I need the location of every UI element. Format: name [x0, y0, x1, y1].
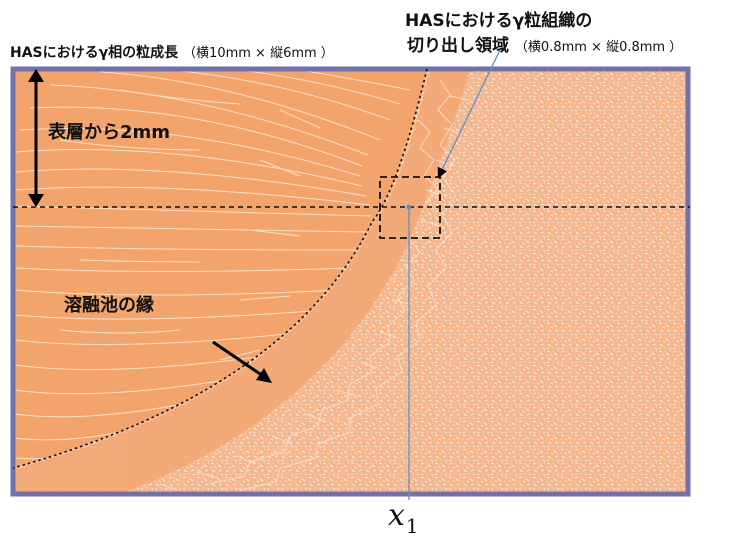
figure-title-dims: （横10mm × 縦6mm ） — [183, 46, 334, 61]
melt-pool-label: 溶融池の縁 — [64, 295, 154, 316]
crop-leader-line — [437, 49, 501, 179]
crop-region-label-text: 切り出し領域 — [407, 36, 509, 56]
crop-region-label-line1: HASにおけるγ粒組織の — [405, 11, 593, 31]
crop-region-label-line2: 切り出し領域 （横0.8mm × 縦0.8mm ） — [407, 31, 682, 56]
depth-label: 表層から2mm — [48, 122, 171, 143]
crop-region-box — [379, 176, 441, 239]
x1-symbol: x — [388, 498, 405, 533]
figure-title: HASにおけるγ相の粒成長 （横10mm × 縦6mm ） — [10, 42, 334, 62]
coarse-grain-band — [13, 70, 470, 494]
melt-pool-boundary — [12, 68, 428, 469]
x1-label: x1 — [388, 498, 419, 538]
melt-pool-arrow — [212, 340, 267, 380]
x1-subscript: 1 — [405, 514, 419, 538]
specimen-frame — [10, 66, 691, 497]
x1-point — [406, 204, 412, 210]
crop-region-dims: （横0.8mm × 縦0.8mm ） — [514, 40, 683, 55]
figure-title-main: HASにおけるγ相の粒成長 — [10, 45, 179, 61]
